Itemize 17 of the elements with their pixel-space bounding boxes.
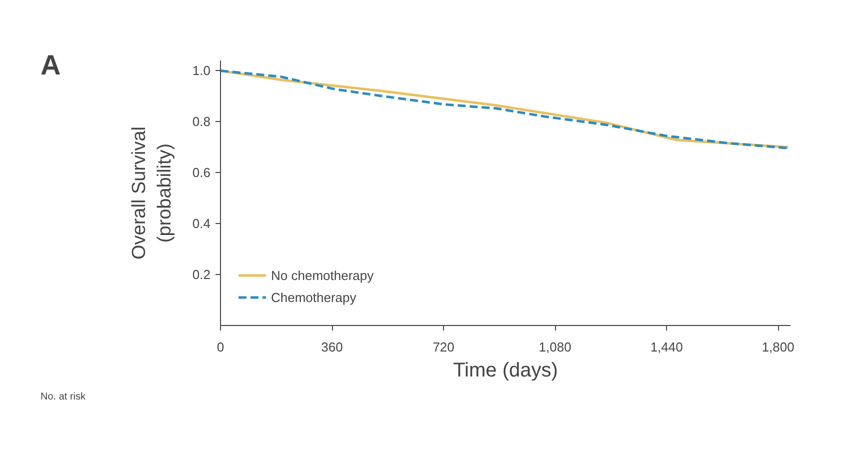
y-tick-label: 1.0: [192, 63, 211, 78]
x-tick-label: 1,080: [538, 340, 572, 354]
y-tick-label: 0.6: [192, 165, 211, 180]
y-tick-label: 0.4: [192, 216, 211, 232]
y-axis-title: Overall Survival (probability): [129, 126, 176, 260]
y-tick-label: 0.8: [192, 114, 211, 130]
text: No. at risk: [40, 392, 87, 402]
x-tick-label: 720: [432, 340, 454, 354]
x-axis-title: Time (days): [453, 360, 558, 382]
x-tick-label: 0: [216, 340, 224, 354]
text: A: [40, 50, 61, 80]
legend-label: No chemotherapy: [271, 268, 374, 282]
x-tick-label: 1,440: [650, 340, 683, 354]
x-tick-label: 1,800: [762, 340, 794, 354]
legend-label: Chemotherapy: [271, 290, 356, 304]
y-tick-label: 0.2: [192, 267, 211, 282]
x-tick-label: 360: [321, 340, 343, 354]
